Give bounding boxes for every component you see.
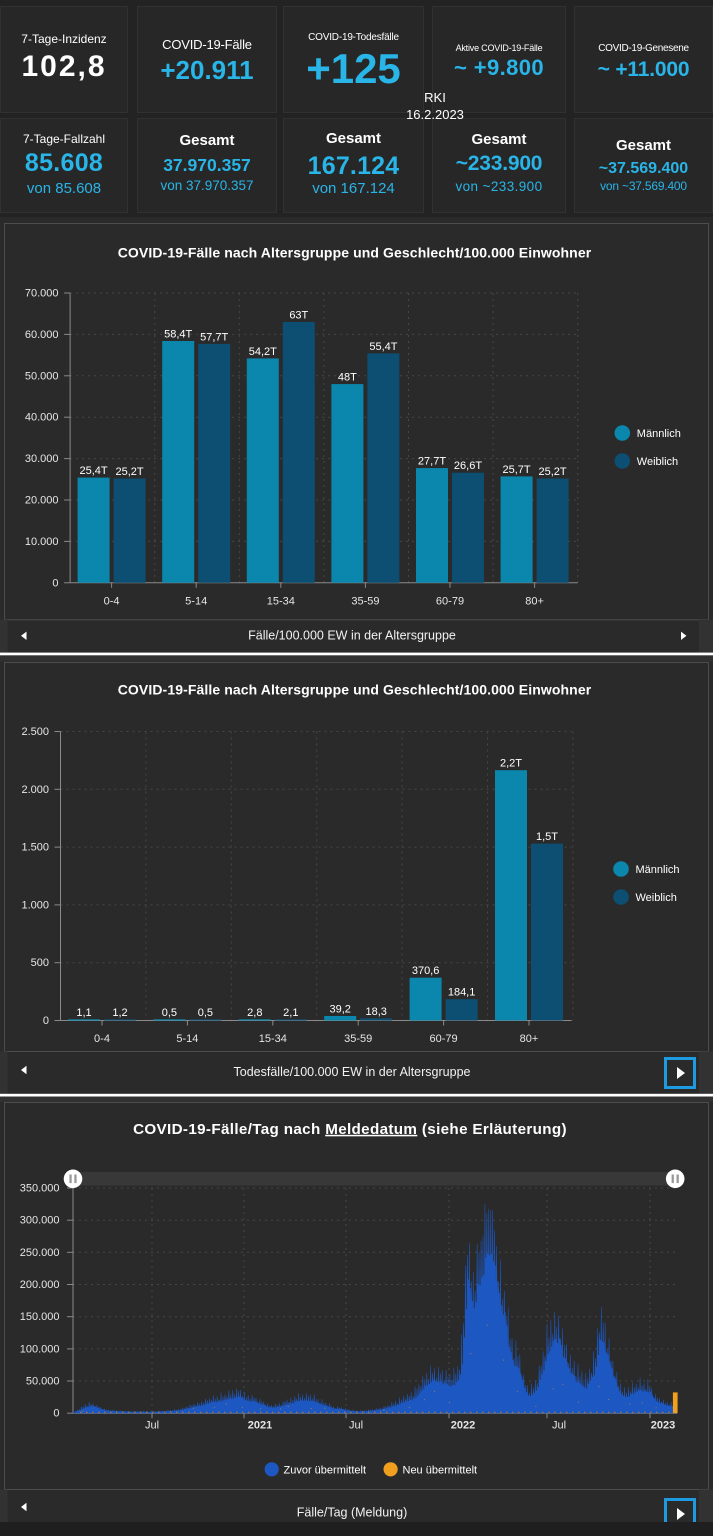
svg-text:60.000: 60.000 (25, 329, 59, 341)
svg-text:27,7T: 27,7T (418, 456, 446, 468)
svg-text:55,4T: 55,4T (369, 341, 397, 353)
svg-text:184,1: 184,1 (448, 987, 476, 999)
svg-text:26,6T: 26,6T (454, 460, 482, 472)
svg-text:35-59: 35-59 (344, 1033, 372, 1045)
svg-text:370,6: 370,6 (412, 965, 440, 977)
svg-text:0: 0 (53, 1408, 59, 1420)
svg-text:200.000: 200.000 (20, 1279, 60, 1291)
svg-text:20.000: 20.000 (25, 495, 59, 507)
svg-text:2.500: 2.500 (21, 726, 49, 738)
svg-text:250.000: 250.000 (20, 1247, 60, 1259)
svg-text:1.500: 1.500 (21, 842, 49, 854)
svg-text:39,2: 39,2 (329, 1003, 350, 1015)
svg-text:Weiblich: Weiblich (636, 892, 677, 904)
svg-text:0: 0 (52, 577, 58, 589)
svg-text:2,8: 2,8 (247, 1007, 262, 1019)
svg-text:5-14: 5-14 (176, 1033, 198, 1045)
svg-text:54,2T: 54,2T (249, 346, 277, 358)
svg-text:2.000: 2.000 (21, 784, 49, 796)
svg-text:1.000: 1.000 (21, 899, 49, 911)
svg-text:350.000: 350.000 (20, 1183, 60, 1195)
svg-text:0-4: 0-4 (94, 1033, 110, 1045)
svg-text:Jul: Jul (349, 1420, 363, 1432)
svg-text:1,1: 1,1 (76, 1007, 91, 1019)
svg-text:10.000: 10.000 (25, 536, 59, 548)
svg-text:0: 0 (43, 1015, 49, 1027)
svg-text:58,4T: 58,4T (164, 329, 192, 341)
svg-text:0-4: 0-4 (104, 595, 120, 607)
svg-text:60-79: 60-79 (436, 595, 464, 607)
svg-text:2023: 2023 (651, 1420, 675, 1432)
svg-text:500: 500 (31, 957, 49, 969)
svg-text:Neu übermittelt: Neu übermittelt (403, 1464, 478, 1476)
svg-text:2,1: 2,1 (283, 1007, 298, 1019)
svg-text:COVID-19-Fälle nach Altersgrup: COVID-19-Fälle nach Altersgruppe und Ges… (118, 244, 592, 260)
svg-text:Fälle/100.000 EW in der Alters: Fälle/100.000 EW in der Altersgruppe (248, 628, 456, 642)
svg-text:COVID-19-Fälle/Tag nach Melded: COVID-19-Fälle/Tag nach Meldedatum (sieh… (133, 1121, 567, 1138)
svg-text:Jul: Jul (552, 1420, 566, 1432)
svg-text:2021: 2021 (248, 1420, 272, 1432)
svg-text:0,5: 0,5 (162, 1007, 177, 1019)
svg-text:15-34: 15-34 (259, 1033, 287, 1045)
svg-text:100.000: 100.000 (20, 1343, 60, 1355)
svg-text:60-79: 60-79 (430, 1033, 458, 1045)
svg-text:Todesfälle/100.000 EW in der A: Todesfälle/100.000 EW in der Altersgrupp… (234, 1065, 471, 1079)
svg-text:Fälle/Tag (Meldung): Fälle/Tag (Meldung) (297, 1506, 407, 1520)
svg-text:63T: 63T (289, 309, 308, 321)
svg-text:Männlich: Männlich (636, 864, 680, 876)
svg-text:70.000: 70.000 (25, 288, 59, 300)
svg-text:57,7T: 57,7T (200, 331, 228, 343)
svg-text:COVID-19-Fälle nach Altersgrup: COVID-19-Fälle nach Altersgruppe und Ges… (118, 681, 592, 697)
svg-text:1,5T: 1,5T (536, 831, 558, 843)
svg-text:1,2: 1,2 (112, 1007, 127, 1019)
svg-text:50.000: 50.000 (25, 370, 59, 382)
svg-text:Männlich: Männlich (637, 428, 681, 440)
svg-text:Zuvor übermittelt: Zuvor übermittelt (284, 1464, 367, 1476)
svg-text:2022: 2022 (451, 1420, 475, 1432)
svg-text:30.000: 30.000 (25, 453, 59, 465)
svg-text:0,5: 0,5 (198, 1007, 213, 1019)
svg-text:35-59: 35-59 (351, 595, 379, 607)
svg-text:25,2T: 25,2T (116, 466, 144, 478)
svg-text:5-14: 5-14 (185, 595, 207, 607)
svg-text:150.000: 150.000 (20, 1311, 60, 1323)
svg-text:80+: 80+ (520, 1033, 539, 1045)
svg-text:50.000: 50.000 (26, 1376, 60, 1388)
svg-text:40.000: 40.000 (25, 412, 59, 424)
svg-text:300.000: 300.000 (20, 1215, 60, 1227)
svg-text:Jul: Jul (145, 1420, 159, 1432)
svg-text:48T: 48T (338, 372, 357, 384)
svg-text:15-34: 15-34 (267, 595, 295, 607)
svg-text:2,2T: 2,2T (500, 758, 522, 770)
svg-text:25,2T: 25,2T (539, 466, 567, 478)
svg-text:25,7T: 25,7T (503, 464, 531, 476)
svg-text:80+: 80+ (525, 595, 544, 607)
svg-text:18,3: 18,3 (365, 1006, 386, 1018)
svg-text:Weiblich: Weiblich (637, 456, 678, 468)
svg-text:25,4T: 25,4T (80, 465, 108, 477)
